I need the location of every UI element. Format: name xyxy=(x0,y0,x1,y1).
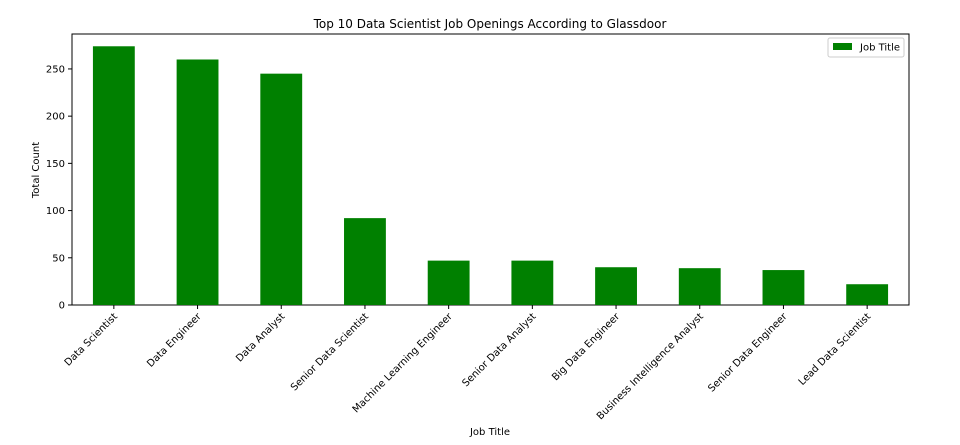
bar xyxy=(176,59,219,305)
legend-box xyxy=(827,37,905,58)
y-tick-label: 0 xyxy=(59,301,65,312)
bar xyxy=(260,73,303,305)
x-axis-label: Job Title xyxy=(469,427,510,438)
bar xyxy=(762,270,805,305)
bar xyxy=(92,46,135,305)
bar xyxy=(678,268,721,305)
bar xyxy=(511,260,554,305)
legend-label: Job Title xyxy=(859,43,900,54)
y-tick-label: 250 xyxy=(46,64,65,75)
y-axis: 0 50 100 150 200 250 xyxy=(46,64,72,312)
bar xyxy=(427,260,470,305)
bar xyxy=(595,267,637,305)
y-tick-label: 200 xyxy=(46,112,65,123)
bar xyxy=(344,218,386,305)
y-tick-label: 100 xyxy=(46,206,65,217)
bars-group xyxy=(92,46,889,305)
plot-frame xyxy=(71,33,910,306)
legend-swatch xyxy=(833,43,852,50)
y-tick-label: 150 xyxy=(46,159,65,170)
chart-title: Top 10 Data Scientist Job Openings Accor… xyxy=(313,17,667,31)
y-axis-label: Total Count xyxy=(31,142,42,199)
y-tick-label: 50 xyxy=(52,253,65,264)
plot-area xyxy=(71,33,910,306)
legend: Job Title xyxy=(827,37,905,58)
bar xyxy=(846,284,889,305)
